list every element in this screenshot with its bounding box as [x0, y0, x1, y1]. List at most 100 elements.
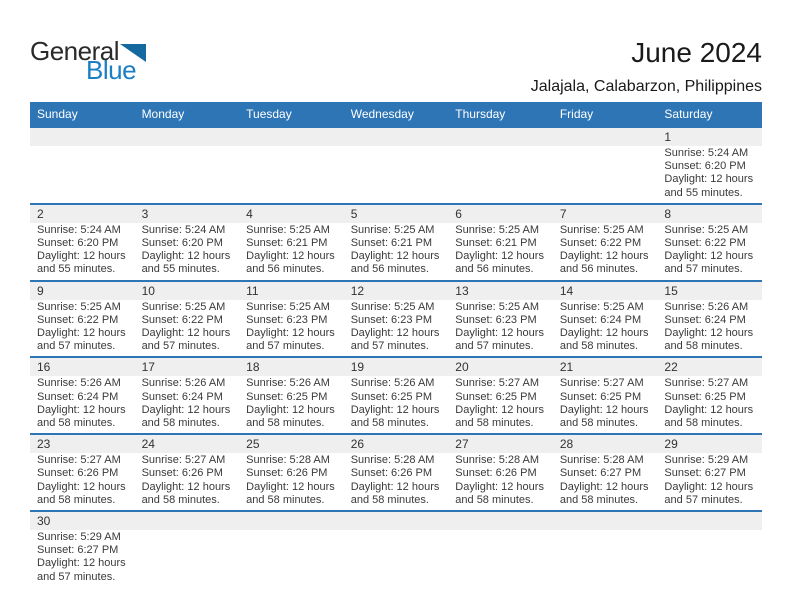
day-details: Sunrise: 5:28 AM Sunset: 6:27 PM Daylight:… — [553, 453, 658, 510]
day-details: Sunrise: 5:25 AM Sunset: 6:24 PM Daylight:… — [553, 300, 658, 357]
day-detail-line: Sunset: 6:26 PM — [246, 467, 328, 480]
day-detail-line: and 55 minutes. — [37, 263, 116, 276]
day-cell: 26 Sunrise: 5:28 AM Sunset: 6:26 PM Dayligh… — [343, 435, 449, 510]
day-detail-line: Sunset: 6:20 PM — [37, 237, 119, 250]
day-number: 6 — [448, 204, 553, 223]
day-detail-line: Sunset: 6:25 PM — [246, 390, 328, 403]
day-cell: 15 Sunrise: 5:26 AM Sunset: 6:24 PM Dayligh… — [657, 281, 762, 357]
day-detail-line: and 57 minutes. — [350, 340, 429, 353]
day-details — [657, 530, 762, 583]
day-number: 19 — [343, 358, 449, 377]
day-detail-line: Sunrise: 5:25 AM — [246, 223, 330, 236]
day-detail-line: Sunset: 6:23 PM — [350, 313, 433, 326]
day-detail-line: and 58 minutes. — [559, 493, 639, 506]
day-number: 26 — [343, 435, 449, 454]
day-detail-line: Daylight: 12 hours — [350, 327, 440, 340]
day-detail-line: Daylight: 12 hours — [559, 327, 649, 340]
empty-day-cell — [448, 512, 553, 587]
day-details: Sunrise: 5:25 AM Sunset: 6:21 PM Daylight:… — [239, 223, 344, 280]
day-details: Sunrise: 5:27 AM Sunset: 6:25 PM Daylight:… — [553, 376, 658, 433]
day-detail-line: Daylight: 12 hours — [559, 403, 649, 416]
day-details: Sunrise: 5:25 AM Sunset: 6:23 PM Daylight:… — [448, 300, 553, 357]
day-number: 14 — [552, 281, 658, 300]
day-detail-line: Daylight: 12 hours — [246, 480, 335, 493]
day-detail-line: Sunset: 6:25 PM — [455, 390, 537, 403]
day-cell: 22 Sunrise: 5:27 AM Sunset: 6:25 PM Dayligh… — [657, 358, 762, 433]
week-row: 23 Sunrise: 5:27 AM Sunset: 6:26 PM Dayligh… — [30, 433, 762, 510]
day-number: 10 — [134, 281, 240, 300]
day-number — [448, 128, 553, 146]
day-detail-line: Sunrise: 5:25 AM — [246, 300, 330, 313]
day-detail-line: Sunset: 6:21 PM — [350, 237, 433, 250]
day-detail-line: and 57 minutes. — [664, 263, 743, 276]
day-detail-line: and 57 minutes. — [141, 340, 220, 353]
empty-day-cell — [239, 512, 344, 587]
day-cell: 12 Sunrise: 5:25 AM Sunset: 6:23 PM Dayligh… — [343, 281, 449, 357]
day-detail-line: Sunrise: 5:27 AM — [141, 454, 226, 467]
day-detail-line: Sunset: 6:24 PM — [37, 390, 119, 403]
day-detail-line: Sunrise: 5:26 AM — [664, 300, 749, 313]
weekday-label: Friday — [559, 107, 594, 121]
day-detail-line: Sunrise: 5:25 AM — [664, 223, 749, 236]
day-details: Sunrise: 5:25 AM Sunset: 6:22 PM Daylight:… — [30, 300, 135, 357]
day-detail-line: Sunset: 6:27 PM — [664, 467, 746, 480]
day-number: 1 — [657, 128, 762, 146]
weekday-header-row: Sunday Monday Tuesday Wednesday Thursday Frid… — [30, 102, 762, 126]
day-detail-line: Sunrise: 5:26 AM — [37, 377, 121, 390]
day-detail-line: Sunrise: 5:29 AM — [664, 454, 749, 467]
weekday-label: Tuesday — [246, 107, 292, 121]
empty-day-cell — [552, 128, 658, 203]
day-cell: 5 Sunrise: 5:25 AM Sunset: 6:21 PM Daylight… — [343, 204, 449, 280]
day-number — [239, 128, 344, 146]
day-number: 30 — [30, 512, 135, 531]
day-number: 12 — [343, 281, 449, 300]
day-cell: 29 Sunrise: 5:29 AM Sunset: 6:27 PM Dayligh… — [657, 435, 762, 510]
day-detail-line: Sunset: 6:25 PM — [559, 390, 642, 403]
day-detail-line: Sunset: 6:23 PM — [246, 313, 328, 326]
day-detail-line: Sunrise: 5:26 AM — [350, 377, 435, 390]
day-detail-line: and 58 minutes. — [141, 417, 220, 430]
day-detail-line: Sunrise: 5:24 AM — [664, 147, 749, 159]
day-detail-line: and 58 minutes. — [559, 417, 639, 430]
day-details: Sunrise: 5:25 AM Sunset: 6:22 PM Daylight:… — [135, 300, 240, 357]
day-detail-line: Sunset: 6:26 PM — [455, 467, 537, 480]
day-cell: 27 Sunrise: 5:28 AM Sunset: 6:26 PM Dayligh… — [448, 435, 553, 510]
day-detail-line: Sunrise: 5:27 AM — [37, 454, 121, 467]
day-detail-line: Daylight: 12 hours — [246, 327, 335, 340]
day-detail-line: Sunset: 6:20 PM — [141, 237, 223, 250]
day-details: Sunrise: 5:24 AM Sunset: 6:20 PM Daylight:… — [30, 223, 135, 280]
day-detail-line: and 57 minutes. — [37, 570, 116, 583]
week-row: 2 Sunrise: 5:24 AM Sunset: 6:20 PM Daylight… — [30, 202, 762, 280]
day-cell: 23 Sunrise: 5:27 AM Sunset: 6:26 PM Dayligh… — [30, 435, 135, 510]
day-detail-line: Sunset: 6:25 PM — [664, 390, 746, 403]
day-details: Sunrise: 5:25 AM Sunset: 6:23 PM Daylight:… — [239, 300, 344, 357]
day-cell: 7 Sunrise: 5:25 AM Sunset: 6:22 PM Daylight… — [552, 204, 658, 280]
day-number: 7 — [552, 204, 658, 223]
day-cell: 19 Sunrise: 5:26 AM Sunset: 6:25 PM Dayligh… — [343, 358, 449, 433]
day-detail-line: Daylight: 12 hours — [350, 480, 440, 493]
day-cell: 4 Sunrise: 5:25 AM Sunset: 6:21 PM Daylight… — [239, 204, 344, 280]
day-details: Sunrise: 5:28 AM Sunset: 6:26 PM Daylight:… — [344, 453, 449, 510]
empty-day-cell — [134, 512, 240, 587]
day-number: 23 — [30, 435, 135, 454]
day-number: 21 — [552, 358, 658, 377]
week-row: 1 Sunrise: 5:24 AM Sunset: 6:20 PM Daylight… — [30, 126, 762, 203]
empty-day-cell — [552, 512, 658, 587]
day-cell: 30 Sunrise: 5:29 AM Sunset: 6:27 PM Dayligh… — [30, 512, 135, 587]
day-detail-line: Sunrise: 5:28 AM — [246, 454, 330, 467]
day-number: 11 — [239, 281, 344, 300]
day-details — [344, 146, 449, 199]
weekday-label: Thursday — [455, 107, 506, 121]
day-details: Sunrise: 5:24 AM Sunset: 6:20 PM Daylight:… — [657, 146, 762, 203]
day-detail-line: Sunset: 6:27 PM — [559, 467, 642, 480]
day-detail-line: Sunset: 6:26 PM — [141, 467, 223, 480]
day-detail-line: Daylight: 12 hours — [455, 480, 544, 493]
day-detail-line: Sunset: 6:24 PM — [141, 390, 223, 403]
empty-day-cell — [343, 128, 449, 203]
day-cell: 10 Sunrise: 5:25 AM Sunset: 6:22 PM Dayligh… — [134, 281, 240, 357]
day-cell: 21 Sunrise: 5:27 AM Sunset: 6:25 PM Dayligh… — [552, 358, 658, 433]
day-details: Sunrise: 5:25 AM Sunset: 6:22 PM Daylight:… — [553, 223, 658, 280]
day-number: 2 — [30, 204, 135, 223]
day-details — [135, 146, 240, 199]
day-detail-line: Daylight: 12 hours — [559, 250, 649, 263]
